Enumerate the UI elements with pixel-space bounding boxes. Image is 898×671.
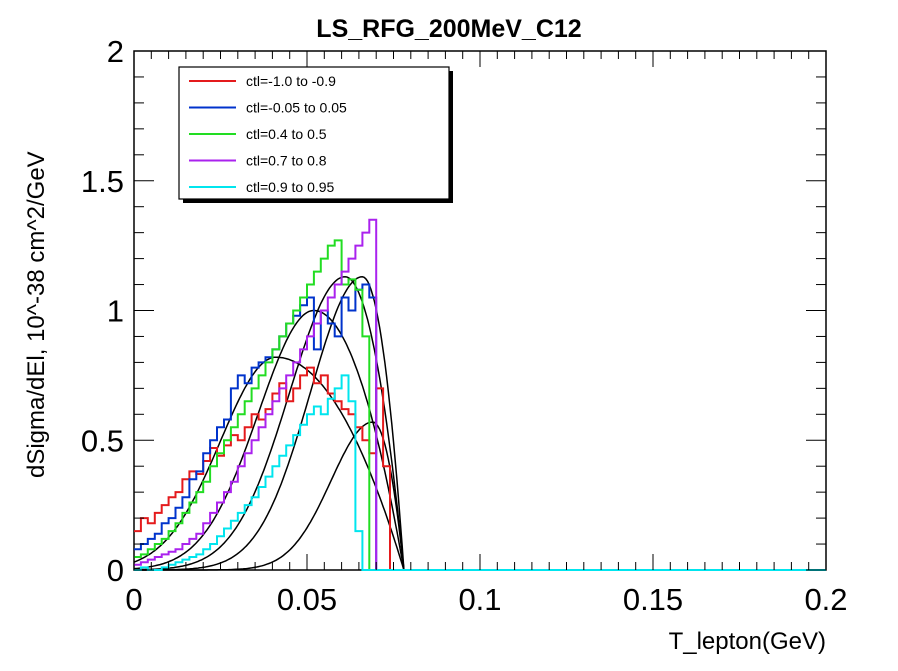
histogram-series bbox=[134, 218, 826, 571]
histogram-series bbox=[134, 283, 826, 571]
x-axis-label: T_lepton(GeV) bbox=[669, 628, 826, 655]
x-tick-label: 0.2 bbox=[804, 582, 847, 617]
legend: ctl=-1.0 to -0.9 ctl=-0.05 to 0.05 ctl=0.4… bbox=[178, 66, 453, 203]
legend-label: ctl=-0.05 to 0.05 bbox=[246, 100, 347, 116]
y-tick-label: 0.5 bbox=[81, 423, 124, 458]
model-curve bbox=[133, 309, 826, 571]
x-tick-label: 0 bbox=[125, 582, 142, 617]
x-tick-label: 0.05 bbox=[277, 582, 337, 617]
chart-title: LS_RFG_200MeV_C12 bbox=[316, 15, 581, 43]
histogram-series bbox=[134, 239, 826, 571]
model-curve bbox=[134, 421, 826, 571]
legend-label: ctl=0.9 to 0.95 bbox=[246, 179, 335, 195]
y-tick-label: 1.5 bbox=[81, 164, 124, 199]
x-tick-label: 0.15 bbox=[623, 582, 683, 617]
y-tick-label: 0 bbox=[107, 553, 124, 588]
legend-label: ctl=0.7 to 0.8 bbox=[246, 153, 327, 169]
model-curve bbox=[134, 276, 826, 571]
tick-layer: 0 0.05 0.1 0.15 0.2 0 0.5 1 1.5 2 bbox=[81, 34, 848, 617]
series-layer bbox=[133, 218, 826, 571]
y-tick-label: 1 bbox=[107, 294, 124, 329]
x-tick-label: 0.1 bbox=[458, 582, 501, 617]
y-tick-label: 2 bbox=[107, 34, 124, 69]
y-axis-label: dSigma/dEl, 10^-38 cm^2/GeV bbox=[23, 151, 50, 478]
legend-label: ctl=-1.0 to -0.9 bbox=[246, 73, 336, 89]
histogram-series bbox=[134, 374, 826, 571]
legend-label: ctl=0.4 to 0.5 bbox=[246, 126, 327, 142]
